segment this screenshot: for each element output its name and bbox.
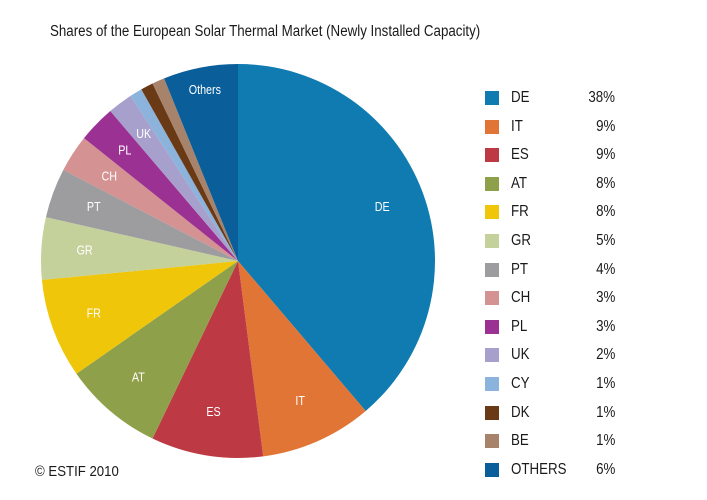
- slice-label-pt: PT: [87, 201, 101, 215]
- slice-label-fr: FR: [87, 307, 101, 321]
- legend-item-es: ES 9%: [485, 146, 615, 164]
- legend-value: 2%: [595, 346, 615, 364]
- legend-value: 6%: [595, 460, 615, 478]
- legend-label: PT: [511, 260, 529, 278]
- legend-label: ES: [511, 146, 529, 164]
- legend-label: CH: [511, 289, 531, 307]
- pie-slice-de: [238, 64, 435, 412]
- slice-label-uk: UK: [136, 127, 151, 141]
- legend-item-pt: PT 4%: [485, 260, 615, 278]
- legend-label: FR: [511, 203, 529, 221]
- slice-label-gr: GR: [77, 244, 93, 258]
- legend-label: DK: [511, 403, 530, 421]
- legend-item-fr: FR 8%: [485, 203, 615, 221]
- legend-value: 8%: [595, 174, 615, 192]
- legend-value: 3%: [595, 289, 615, 307]
- legend-swatch: [485, 319, 499, 334]
- legend-label: BE: [511, 432, 529, 450]
- slice-label-pl: PL: [118, 144, 132, 158]
- legend-value: 4%: [595, 260, 615, 278]
- legend-value: 38%: [588, 89, 615, 106]
- copyright-text: © ESTIF 2010: [35, 463, 119, 480]
- legend-value: 5%: [595, 232, 615, 249]
- legend-swatch: [485, 91, 499, 105]
- legend-item-dk: DK 1%: [485, 403, 615, 421]
- pie-slice-at: [76, 261, 239, 439]
- pie-slice-es: [152, 261, 264, 458]
- legend-item-ch: CH 3%: [485, 289, 615, 307]
- legend-label: AT: [511, 174, 528, 192]
- pie-slice-ch: [63, 138, 238, 261]
- legend-value: 1%: [595, 432, 615, 450]
- pie-slice-be: [152, 78, 238, 261]
- pie-slice-gr: [40, 217, 238, 280]
- legend-label: DE: [511, 89, 530, 106]
- legend-label: PL: [511, 317, 528, 335]
- legend-label: IT: [511, 117, 523, 135]
- legend-value: 8%: [595, 203, 615, 221]
- legend-item-be: BE 1%: [485, 432, 615, 450]
- pie-slice-uk: [110, 95, 238, 262]
- slice-label-ch: CH: [101, 170, 117, 184]
- pie-slice-others: [164, 64, 238, 261]
- legend-value: 1%: [595, 403, 615, 421]
- legend-swatch: [485, 377, 499, 391]
- legend-swatch: [485, 262, 499, 277]
- legend-swatch: [485, 176, 499, 191]
- legend-value: 9%: [595, 146, 615, 164]
- legend-swatch: [485, 119, 499, 134]
- legend-label: GR: [511, 232, 531, 249]
- legend-label: CY: [511, 375, 530, 392]
- legend-item-cy: CY 1%: [485, 375, 615, 392]
- legend-swatch: [485, 434, 499, 449]
- legend-swatch: [485, 291, 499, 306]
- slice-label-es: ES: [206, 405, 221, 419]
- legend-swatch: [485, 405, 499, 420]
- pie-slice-pt: [45, 169, 238, 261]
- legend-item-pl: PL 3%: [485, 317, 615, 335]
- pie-slice-dk: [141, 83, 238, 262]
- pie-slice-pl: [83, 110, 239, 261]
- pie-slice-it: [238, 261, 366, 457]
- legend-value: 3%: [595, 317, 615, 335]
- legend-value: 1%: [595, 375, 615, 392]
- slice-label-at: AT: [132, 371, 145, 385]
- chart-title: Shares of the European Solar Thermal Mar…: [50, 23, 481, 40]
- slice-label-others: Others: [189, 83, 221, 97]
- legend-swatch: [485, 462, 499, 477]
- pie-slice-fr: [41, 261, 239, 374]
- legend-label: OTHERS: [511, 460, 567, 478]
- legend-item-uk: UK 2%: [485, 346, 615, 364]
- legend-swatch: [485, 205, 499, 220]
- legend-swatch: [485, 348, 499, 363]
- slice-label-de: DE: [375, 201, 390, 215]
- legend-item-gr: GR 5%: [485, 232, 615, 249]
- legend-item-at: AT 8%: [485, 174, 615, 192]
- pie-slice-cy: [130, 89, 238, 261]
- legend-item-others: OTHERS 6%: [485, 460, 615, 478]
- legend-item-de: DE 38%: [485, 89, 615, 106]
- legend-value: 9%: [595, 117, 615, 135]
- legend-swatch: [485, 234, 499, 248]
- legend-swatch: [485, 148, 499, 163]
- legend-item-it: IT 9%: [485, 117, 615, 135]
- slice-label-it: IT: [295, 394, 305, 408]
- legend-label: UK: [511, 346, 530, 364]
